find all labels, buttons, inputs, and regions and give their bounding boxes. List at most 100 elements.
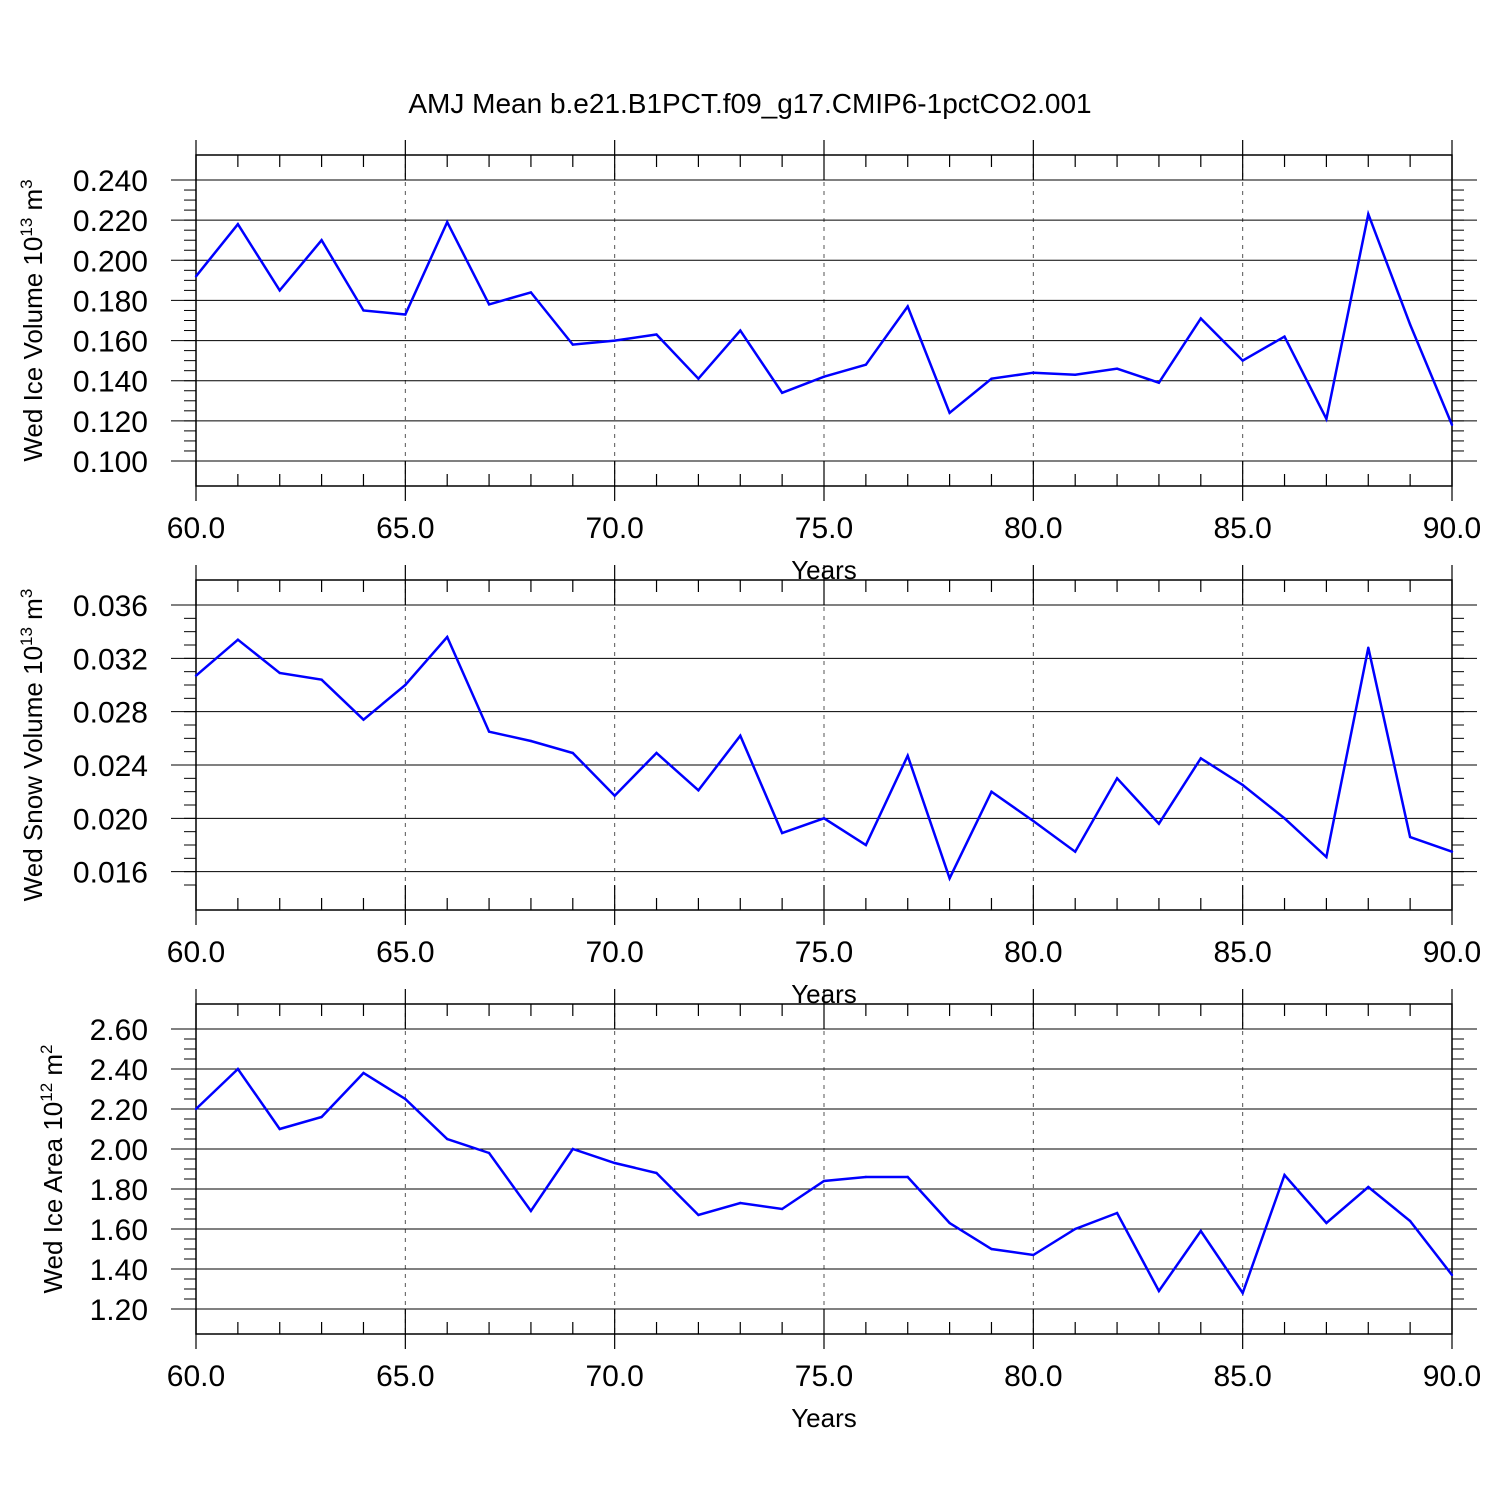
data-point [446,635,449,639]
y-tick-label: 2.60 [90,1014,148,1047]
x-tick-label: 75.0 [795,512,853,545]
data-point [571,343,574,346]
chart-title: AMJ Mean b.e21.B1PCT.f09_g17.CMIP6-1pctC… [408,88,1092,119]
data-point [697,789,700,792]
x-tick-label: 65.0 [376,512,434,545]
data-point [697,1213,700,1217]
y-tick-label: 1.20 [90,1294,148,1327]
data-point [864,1175,868,1179]
data-point [1157,822,1161,825]
x-tick-label: 90.0 [1423,512,1481,545]
y-tick-label: 0.016 [73,857,148,890]
data-point [1074,373,1077,376]
data-point [362,1071,365,1075]
data-point [780,391,784,394]
data-point [739,734,742,737]
data-point [1074,1227,1077,1231]
data-point [278,289,281,292]
chart-panel-2: 0.016 0.020 0.024 0.028 0.032 0.036 60.0 65.0 70… [17,565,1481,1009]
data-point [320,239,323,242]
data-point [613,339,616,342]
x-tick-label: 85.0 [1213,1360,1271,1393]
data-point [571,751,574,755]
data-point [487,730,491,733]
data-point [194,1107,198,1111]
data-point [1450,1273,1454,1277]
data-point [1074,850,1077,853]
data-point [990,790,993,793]
data-point [1367,646,1370,649]
y-tick-label: 0.020 [73,803,148,836]
data-point [948,411,951,415]
data-point [1032,371,1035,374]
y-tick-label: 0.180 [73,285,148,318]
data-point [1408,1219,1412,1223]
data-point [1325,855,1328,859]
y-tick-label: 0.028 [73,697,148,730]
data-point [529,291,533,294]
data-point [864,843,868,847]
data-point [404,683,407,687]
x-tick-label: 85.0 [1213,936,1271,969]
x-tick-label: 90.0 [1423,1360,1481,1393]
data-point [362,718,365,721]
data-point [1032,1253,1035,1257]
data-point [990,1247,993,1251]
data-point [948,1221,951,1225]
data-point [194,674,198,677]
data-point [697,377,700,380]
data-point [1115,367,1119,370]
y-tick-label: 0.032 [73,643,148,676]
data-point [1408,323,1412,326]
y-tick-label: 1.60 [90,1214,148,1247]
y-tick-label: 1.40 [90,1254,148,1287]
data-point [613,1161,616,1165]
data-point [1032,819,1035,823]
x-tick-label: 70.0 [585,512,643,545]
y-axis-title: Wed Snow Volume 1013 m3 [17,589,48,902]
data-point [1199,1229,1203,1233]
data-point [655,751,658,755]
data-point [1157,381,1161,384]
data-point [1283,817,1286,820]
data-point [194,275,198,278]
data-point [739,1201,742,1205]
data-point [1115,1211,1119,1215]
x-tick-label: 80.0 [1004,512,1062,545]
data-point [404,313,407,316]
x-tick-label: 70.0 [585,1360,643,1393]
data-point [278,671,281,675]
data-point [529,1209,533,1213]
y-tick-label: 2.20 [90,1094,148,1127]
data-point [1283,1173,1286,1177]
x-tick-label: 60.0 [167,1360,225,1393]
x-tick-label: 90.0 [1423,936,1481,969]
y-tick-label: 0.036 [73,590,148,623]
data-point [236,1067,240,1071]
x-tick-label: 85.0 [1213,512,1271,545]
data-point [906,305,909,308]
y-tick-label: 0.024 [73,750,148,783]
y-tick-label: 0.220 [73,205,148,238]
data-point [822,1179,826,1183]
data-point [1241,783,1244,787]
y-tick-label: 1.80 [90,1174,148,1207]
data-point [906,754,909,757]
x-tick-label: 65.0 [376,1360,434,1393]
data-point [446,1137,449,1141]
y-tick-label: 0.240 [73,165,148,198]
data-point [1241,1291,1244,1295]
x-axis-title: Years [791,1403,857,1433]
data-point [655,1171,658,1175]
data-point [613,794,616,797]
data-point [822,375,826,378]
chart-panel-1: 0.100 0.120 0.140 0.160 0.180 0.200 0.220 0.240… [17,140,1481,585]
y-tick-label: 2.00 [90,1134,148,1167]
data-point [1199,317,1203,320]
y-tick-label: 0.200 [73,245,148,278]
y-tick-label: 2.40 [90,1054,148,1087]
data-point [1450,850,1454,853]
x-tick-label: 80.0 [1004,936,1062,969]
data-point [990,377,993,380]
